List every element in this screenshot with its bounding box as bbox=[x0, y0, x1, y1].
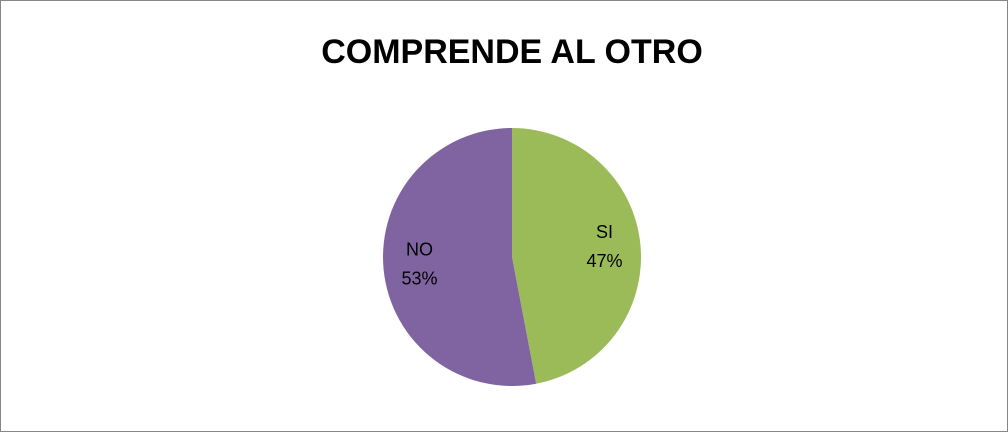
pie-slice bbox=[512, 128, 641, 384]
slice-value-label: 47% bbox=[586, 251, 622, 271]
slice-category-label: NO bbox=[406, 239, 433, 259]
pie-slice bbox=[382, 128, 537, 387]
slice-value-label: 53% bbox=[402, 268, 438, 288]
slice-category-label: SI bbox=[596, 222, 613, 242]
chart-title: COMPRENDE AL OTRO bbox=[321, 33, 703, 71]
